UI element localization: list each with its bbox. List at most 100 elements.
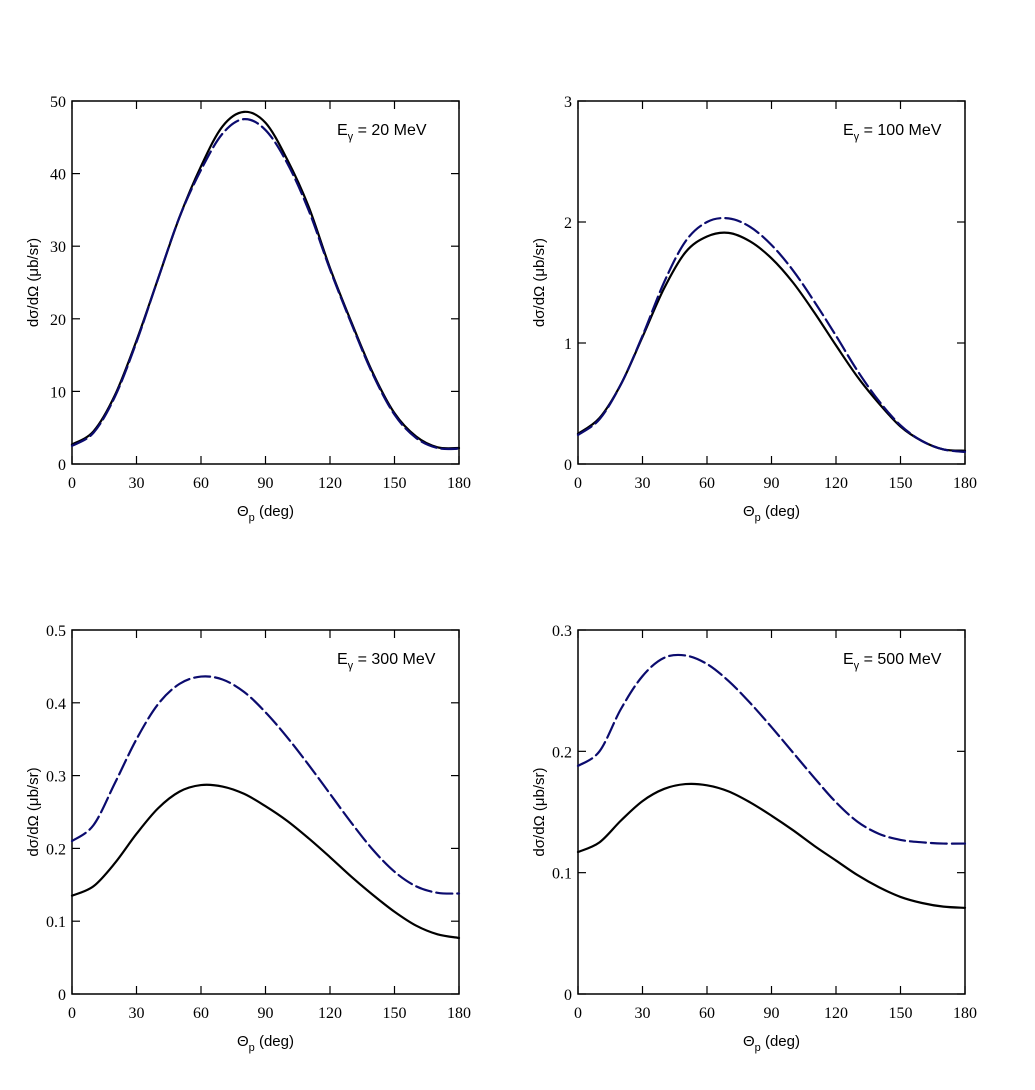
x-axis-unit: (deg)	[761, 503, 800, 520]
y-tick-label: 40	[50, 167, 66, 184]
x-tick-label: 0	[574, 475, 582, 492]
x-axis-symbol: Θ	[237, 1033, 249, 1050]
x-axis-unit: (deg)	[255, 503, 294, 520]
x-tick-label: 150	[383, 1005, 407, 1022]
y-axis-title: dσ/dΩ (μb/sr)	[531, 767, 548, 856]
energy-annotation: Eγ = 100 MeV	[843, 122, 942, 143]
x-axis-subscript: p	[249, 512, 255, 524]
y-axis-title: dσ/dΩ (μb/sr)	[25, 767, 42, 856]
y-axis-title: dσ/dΩ (μb/sr)	[25, 238, 42, 327]
x-tick-label: 90	[258, 475, 274, 492]
x-tick-label: 60	[699, 475, 715, 492]
energy-annotation: Eγ = 300 MeV	[337, 651, 436, 672]
x-axis-subscript: p	[755, 1042, 761, 1054]
y-tick-label: 3	[564, 94, 572, 111]
chart-panel-2: 0 30 60 90 120 150 180 0 1 2 3 Θp (deg) dσ/dΩ (μb/sr…	[531, 94, 977, 524]
energy-subscript: γ	[854, 660, 860, 672]
series-line-solid	[576, 782, 967, 909]
y-tick-label: 30	[50, 239, 66, 256]
y-tick-label: 0	[564, 987, 572, 1004]
energy-value: = 300 MeV	[353, 651, 436, 668]
y-tick-label: 0.4	[46, 696, 66, 713]
chart-panel-4: 0 30 60 90 120 150 180 0 0.1 0.2 0.3 Θp (deg) dσ/dΩ …	[531, 623, 977, 1054]
x-axis-unit: (deg)	[255, 1033, 294, 1050]
x-tick-label: 120	[824, 475, 848, 492]
y-tick-label: 0	[58, 987, 66, 1004]
chart-panel-3: 0 30 60 90 120 150 180 0 0.1 0.2 0.3 0.4 0.5 Θp (deg)…	[25, 623, 471, 1054]
y-tick-label: 50	[50, 94, 66, 111]
x-axis-subscript: p	[249, 1042, 255, 1054]
plot-frame	[71, 100, 460, 465]
series-line-dashed	[70, 675, 461, 895]
y-tick-label: 0.3	[552, 623, 572, 640]
y-tick-label: 0.5	[46, 623, 66, 640]
series-line-dashed	[576, 653, 967, 845]
x-tick-label: 120	[318, 1005, 342, 1022]
x-tick-label: 60	[193, 475, 209, 492]
plot-frame	[577, 100, 966, 465]
x-tick-label: 150	[889, 475, 913, 492]
x-axis-subscript: p	[755, 512, 761, 524]
series-line-solid	[70, 110, 461, 450]
x-tick-label: 180	[953, 1005, 977, 1022]
energy-symbol: E	[337, 122, 348, 139]
y-tick-label: 1	[564, 336, 572, 353]
y-tick-label: 2	[564, 215, 572, 232]
energy-value: = 20 MeV	[353, 122, 427, 139]
energy-annotation: Eγ = 20 MeV	[337, 122, 427, 143]
x-tick-label: 180	[447, 1005, 471, 1022]
x-tick-label: 120	[318, 475, 342, 492]
energy-value: = 100 MeV	[859, 122, 942, 139]
y-tick-label: 0.3	[46, 769, 66, 786]
x-tick-label: 90	[764, 1005, 780, 1022]
x-tick-label: 0	[574, 1005, 582, 1022]
y-tick-label: 0.1	[552, 866, 572, 883]
plot-frame	[71, 629, 460, 995]
y-tick-label: 0.1	[46, 914, 66, 931]
y-tick-label: 20	[50, 312, 66, 329]
x-tick-label: 150	[383, 475, 407, 492]
x-tick-label: 0	[68, 1005, 76, 1022]
x-axis-symbol: Θ	[743, 503, 755, 520]
x-tick-label: 30	[129, 475, 145, 492]
series-line-dashed	[576, 216, 967, 453]
x-tick-label: 30	[129, 1005, 145, 1022]
x-tick-label: 90	[258, 1005, 274, 1022]
y-tick-label: 0.2	[46, 841, 66, 858]
energy-symbol: E	[843, 651, 854, 668]
x-axis-title: Θp (deg)	[237, 503, 294, 524]
energy-subscript: γ	[348, 660, 354, 672]
x-tick-label: 90	[764, 475, 780, 492]
energy-value: = 500 MeV	[859, 651, 942, 668]
y-tick-label: 0	[564, 457, 572, 474]
series-line-solid	[576, 231, 967, 452]
x-axis-symbol: Θ	[237, 503, 249, 520]
x-axis-title: Θp (deg)	[743, 1033, 800, 1054]
y-tick-label: 0.2	[552, 744, 572, 761]
energy-annotation: Eγ = 500 MeV	[843, 651, 942, 672]
x-tick-label: 0	[68, 475, 76, 492]
x-tick-label: 120	[824, 1005, 848, 1022]
y-tick-label: 10	[50, 384, 66, 401]
plot-frame	[577, 629, 966, 995]
energy-subscript: γ	[348, 131, 354, 143]
x-axis-title: Θp (deg)	[743, 503, 800, 524]
energy-symbol: E	[337, 651, 348, 668]
x-tick-label: 30	[635, 1005, 651, 1022]
x-tick-label: 60	[699, 1005, 715, 1022]
x-axis-unit: (deg)	[761, 1033, 800, 1050]
x-tick-label: 60	[193, 1005, 209, 1022]
series-line-dashed	[70, 118, 461, 451]
energy-subscript: γ	[854, 131, 860, 143]
x-tick-label: 180	[953, 475, 977, 492]
chart-panel-1: 0 30 60 90 120 150 180 0 10 20 30 40 50 Θp (deg) dσ/dΩ…	[25, 94, 471, 524]
energy-symbol: E	[843, 122, 854, 139]
series-line-solid	[70, 783, 461, 940]
x-axis-title: Θp (deg)	[237, 1033, 294, 1054]
x-tick-label: 150	[889, 1005, 913, 1022]
y-tick-label: 0	[58, 457, 66, 474]
x-axis-symbol: Θ	[743, 1033, 755, 1050]
y-axis-title: dσ/dΩ (μb/sr)	[531, 238, 548, 327]
x-tick-label: 30	[635, 475, 651, 492]
